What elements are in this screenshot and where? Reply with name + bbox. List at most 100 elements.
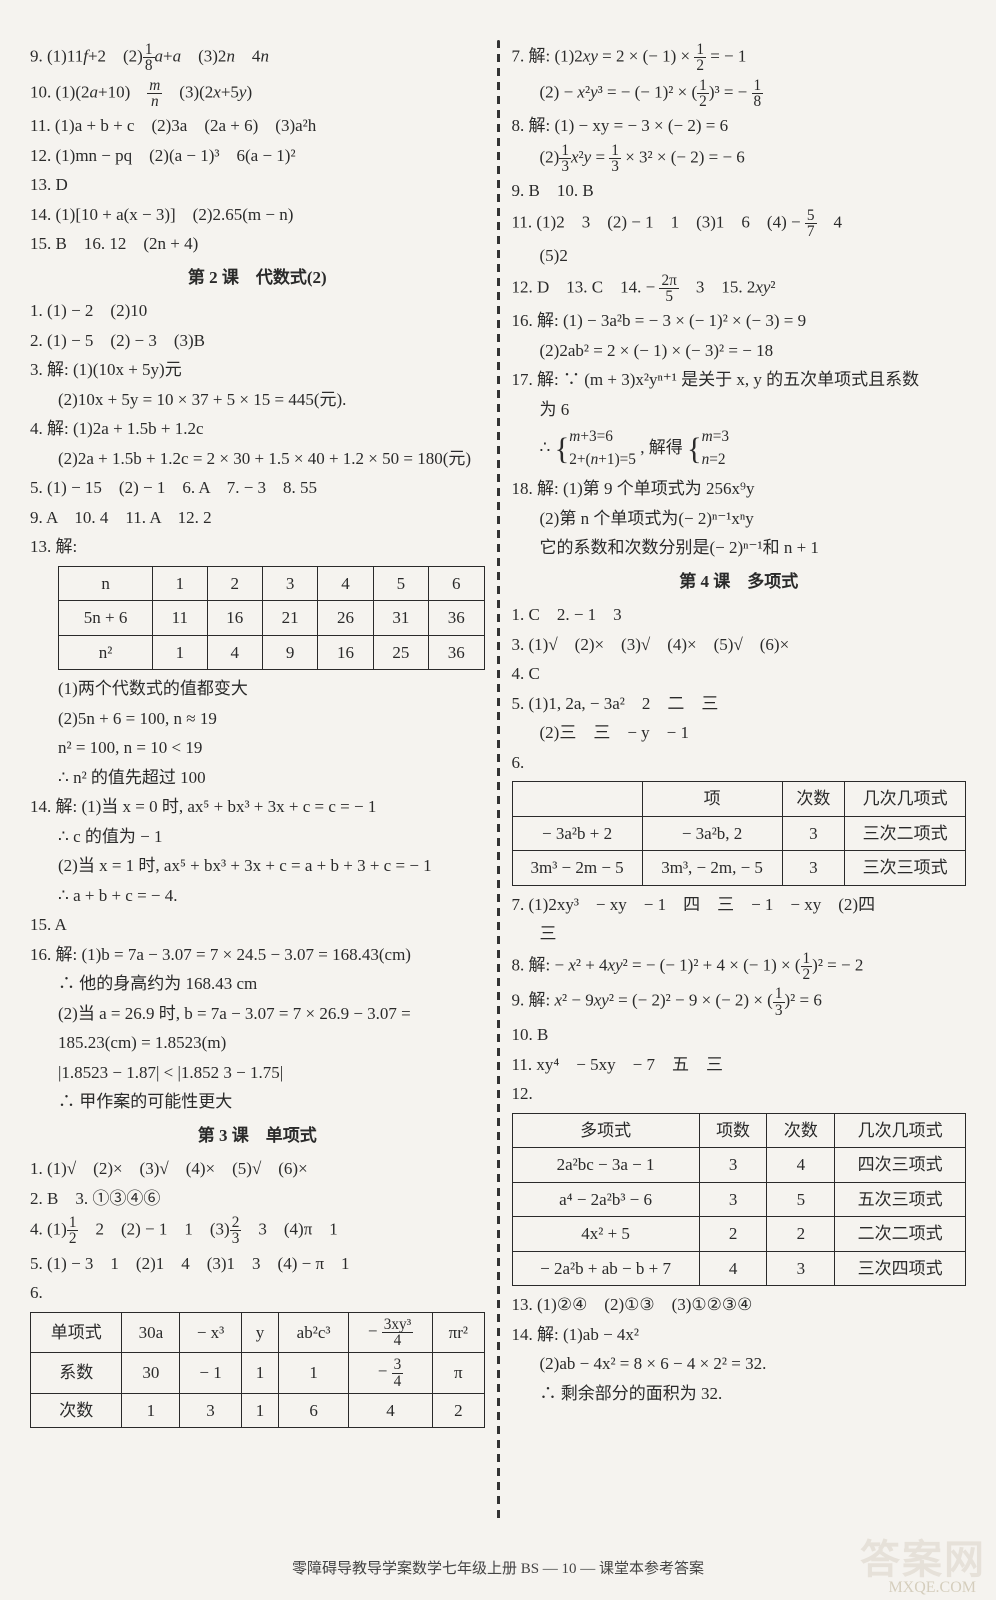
table-r6: 项 次数 几次几项式 − 3a²b + 2 − 3a²b, 2 3 三次二项式 … [512,781,967,886]
cell: − 1 [180,1353,242,1394]
r-q16a: 16. 解: (1) − 3a²b = − 3 × (− 1)² × (− 3)… [512,308,967,334]
cell: 4x² + 5 [512,1217,699,1252]
cell: 2 [433,1393,484,1428]
table-row: 2a²bc − 3a − 1 3 4 四次三项式 [512,1148,966,1183]
r-q11b: (5)2 [512,243,967,269]
cell: 16 [207,601,262,636]
cell: 9 [262,635,317,670]
cell: 4 [348,1393,432,1428]
cell: 25 [373,635,428,670]
l2-q15: 15. A [30,912,485,938]
l2-q2: 2. (1) − 5 (2) − 3 (3)B [30,328,485,354]
l2-q16d: 185.23(cm) = 1.8523(m) [30,1030,485,1056]
cell: 1 [279,1353,349,1394]
l4-q14a: 14. 解: (1)ab − 4x² [512,1322,967,1348]
l2-q4b: (2)2a + 1.5b + 1.2c = 2 × 30 + 1.5 × 40 … [30,446,485,472]
cell: 30 [122,1353,180,1394]
cell: 3m³ − 2m − 5 [512,851,642,886]
cell: 3 [782,851,845,886]
l2-q9: 9. A 10. 4 11. A 12. 2 [30,505,485,531]
cell: 1 [122,1393,180,1428]
r-q8a: 8. 解: (1) − xy = − 3 × (− 2) = 6 [512,113,967,139]
cell: 3 [262,566,317,601]
r-q16b: (2)2ab² = 2 × (− 1) × (− 3)² = − 18 [512,338,967,364]
cell: − x³ [180,1312,242,1353]
cell: 1 [153,566,207,601]
l2-q16f: ∴ 甲作案的可能性更大 [30,1089,485,1115]
cell: 2a²bc − 3a − 1 [512,1148,699,1183]
cell: 3 [699,1182,767,1217]
cell: y [241,1312,278,1353]
cell: − 3a²b, 2 [642,816,782,851]
cell: 30a [122,1312,180,1353]
r-q11: 11. (1)2 3 (2) − 1 1 (3)1 6 (4) − 57 4 [512,208,967,240]
cell: 2 [767,1217,835,1252]
cell [512,782,642,817]
table-row: n² 1 4 9 16 25 36 [59,635,485,670]
l2-q14b: ∴ c 的值为 − 1 [30,824,485,850]
page-footer: 零障碍导教导学案数学七年级上册 BS — 10 — 课堂本参考答案 [0,1558,996,1581]
r-q17a: 17. 解: ∵ (m + 3)x²yⁿ⁺¹ 是关于 x, y 的五次单项式且系… [512,367,967,393]
r-q17c: ∴ {m+3=62+(n+1)=5 , 解得 {m=3n=2 [512,426,967,472]
table-row: 系数 30 − 1 1 1 − 34 π [31,1353,485,1394]
cell: n² [59,635,153,670]
cell: 3 [180,1393,242,1428]
cell: 三次二项式 [845,816,966,851]
l4-q7b: 三 [512,921,967,947]
l4-q5b: (2)三 三 − y − 1 [512,720,967,746]
l2-q3b: (2)10x + 5y = 10 × 37 + 5 × 15 = 445(元). [30,387,485,413]
cell: n [59,566,153,601]
cell: − 2a²b + ab − b + 7 [512,1251,699,1286]
l4-q14c: ∴ 剩余部分的面积为 32. [512,1381,967,1407]
q12: 12. (1)mn − pq (2)(a − 1)³ 6(a − 1)² [30,143,485,169]
table-row: 4x² + 5 2 2 二次二项式 [512,1217,966,1252]
l4-q13: 13. (1)②④ (2)①③ (3)①②③④ [512,1292,967,1318]
l2-q13-4: ∴ n² 的值先超过 100 [30,765,485,791]
l4-q11: 11. xy⁴ − 5xy − 7 五 三 [512,1052,967,1078]
l2-q4a: 4. 解: (1)2a + 1.5b + 1.2c [30,416,485,442]
cell: 2 [699,1217,767,1252]
table-row: a⁴ − 2a²b³ − 6 3 5 五次三项式 [512,1182,966,1217]
q13: 13. D [30,172,485,198]
cell: 1 [153,635,207,670]
l4-q9: 9. 解: x² − 9xy² = (− 2)² − 9 × (− 2) × (… [512,986,967,1018]
r-q18b: (2)第 n 个单项式为(− 2)ⁿ⁻¹xⁿy [512,506,967,532]
cell: 几次几项式 [835,1113,966,1148]
l4-q8: 8. 解: − x² + 4xy² = − (− 1)² + 4 × (− 1)… [512,951,967,983]
r-q18c: 它的系数和次数分别是(− 2)ⁿ⁻¹和 n + 1 [512,535,967,561]
l2-q13-3: n² = 100, n = 10 < 19 [30,735,485,761]
l4-q7: 7. (1)2xy³ − xy − 1 四 三 − 1 − xy (2)四 [512,892,967,918]
cell: 次数 [782,782,845,817]
l4-q6: 6. [512,750,967,776]
cell: 6 [429,566,484,601]
q15: 15. B 16. 12 (2n + 4) [30,231,485,257]
cell: 3 [782,816,845,851]
l2-q16a: 16. 解: (1)b = 7a − 3.07 = 7 × 24.5 − 3.0… [30,942,485,968]
cell: 5 [373,566,428,601]
table-row: 项 次数 几次几项式 [512,782,966,817]
l2-q13: 13. 解: [30,534,485,560]
l2-q14c: (2)当 x = 1 时, ax⁵ + bx³ + 3x + c = a + b… [30,853,485,879]
cell: 几次几项式 [845,782,966,817]
l3-q2: 2. B 3. ①③④⑥ [30,1186,485,1212]
cell: 4 [318,566,373,601]
l4-q1: 1. C 2. − 1 3 [512,602,967,628]
cell: 36 [429,601,484,636]
cell: 系数 [31,1353,122,1394]
cell: 单项式 [31,1312,122,1353]
l2-q14a: 14. 解: (1)当 x = 0 时, ax⁵ + bx³ + 3x + c … [30,794,485,820]
l4-q3: 3. (1)√ (2)× (3)√ (4)× (5)√ (6)× [512,632,967,658]
l3-q6: 6. [30,1280,485,1306]
cell: 4 [207,635,262,670]
l2-q1: 1. (1) − 2 (2)10 [30,298,485,324]
table-row: n 1 2 3 4 5 6 [59,566,485,601]
table-row: 3m³ − 2m − 5 3m³, − 2m, − 5 3 三次三项式 [512,851,966,886]
cell: 3 [699,1148,767,1183]
cell: 21 [262,601,317,636]
cell: 多项式 [512,1113,699,1148]
l3-q4: 4. (1)12 2 (2) − 1 1 (3)23 3 (4)π 1 [30,1215,485,1247]
r-q7a: 7. 解: (1)2xy = 2 × (− 1) × 12 = − 1 [512,42,967,74]
table-row: 次数 1 3 1 6 4 2 [31,1393,485,1428]
l4-q10: 10. B [512,1022,967,1048]
cell: 二次二项式 [835,1217,966,1252]
